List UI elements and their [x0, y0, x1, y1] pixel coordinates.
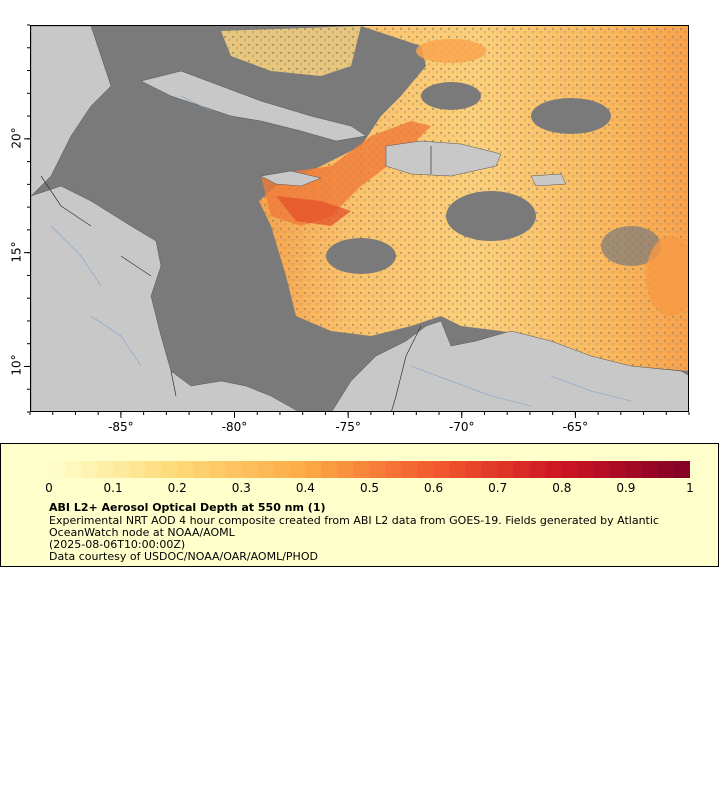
color-scale-bin	[481, 461, 499, 478]
x-tick-label: -80°	[221, 420, 248, 434]
color-scale-tick-label: 0.3	[231, 481, 251, 495]
color-scale-bin	[113, 461, 130, 478]
color-scale-tick-label: 0.7	[488, 481, 508, 495]
color-scale-bin	[673, 461, 690, 478]
color-scale-tick-label: 0.4	[295, 481, 315, 495]
color-scale-bin	[225, 461, 242, 478]
color-scale-bin	[401, 461, 419, 478]
legend-credit: Data courtesy of USDOC/NOAA/OAR/AOML/PHO…	[49, 550, 318, 563]
color-scale-tick-label: 0.8	[552, 481, 572, 495]
color-scale-tick-label: 0.5	[359, 481, 380, 495]
color-scale-bin	[353, 461, 370, 478]
legend-panel: 0 0.1 0.2 0.3 0.4 0.5 0.6 0.7 0.8 0.9 1 ABI L2+ Ae…	[0, 443, 719, 567]
x-tick-label: -70°	[448, 420, 475, 434]
color-scale-bin	[273, 461, 290, 478]
color-scale-tick-label: 0.1	[103, 481, 123, 495]
color-scale-bin	[321, 461, 338, 478]
color-scale-bin	[641, 461, 659, 478]
y-tick-label: 20°	[9, 127, 24, 149]
color-scale-bin	[369, 461, 387, 478]
color-scale-bin	[81, 461, 98, 478]
y-tick-label: 10°	[9, 354, 24, 377]
land	[31, 26, 688, 411]
aod-map	[31, 26, 688, 411]
color-scale-bin	[129, 461, 146, 478]
aod-field	[221, 26, 688, 371]
color-scale-bin	[417, 461, 435, 478]
color-scale-bin	[385, 461, 403, 478]
color-scale-tick-label: 1	[686, 481, 694, 495]
color-scale-bin	[193, 461, 210, 478]
legend-title: ABI L2+ Aerosol Optical Depth at 550 nm …	[49, 501, 326, 514]
color-scale-tick-label: 0	[45, 481, 53, 495]
color-scale-bin	[145, 461, 162, 478]
y-tick-label: 15°	[9, 241, 24, 263]
color-scale-bin	[161, 461, 178, 478]
x-tick-label: -75°	[335, 420, 361, 434]
color-scale-bin	[241, 461, 258, 478]
x-tick-label: -85°	[108, 420, 134, 434]
color-scale-bin	[305, 461, 322, 478]
color-scale-bin	[257, 461, 274, 478]
color-scale-bin	[625, 461, 643, 478]
x-tick-label: -65°	[562, 420, 589, 434]
color-scale-tick-label: 0.6	[424, 481, 444, 495]
color-scale-bar	[49, 461, 690, 478]
axis-ticks	[24, 24, 690, 418]
borders	[40, 146, 432, 411]
color-scale-bin	[545, 461, 563, 478]
legend-description: Experimental NRT AOD 4 hour composite cr…	[49, 514, 659, 539]
color-scale-bin	[289, 461, 306, 478]
color-scale-bin	[561, 461, 579, 478]
color-scale-bin	[65, 461, 82, 478]
color-scale-bin	[497, 461, 515, 478]
map-panel	[30, 25, 689, 412]
color-scale-tick-label: 0.2	[167, 481, 187, 495]
color-scale-bin	[337, 461, 354, 478]
rivers	[50, 95, 632, 407]
color-scale-bin	[593, 461, 611, 478]
color-scale-bin	[577, 461, 595, 478]
color-scale-bin	[97, 461, 114, 478]
color-scale-tick-label: 0.9	[616, 481, 636, 495]
legend-timestamp: (2025-08-06T10:00:00Z)	[49, 538, 186, 551]
color-scale-bin	[209, 461, 226, 478]
color-scale-bin	[49, 461, 66, 478]
color-scale-bin	[433, 461, 451, 478]
color-scale-bin	[465, 461, 483, 478]
color-scale-bin	[657, 461, 675, 478]
color-scale-bin	[177, 461, 194, 478]
color-scale-bin	[449, 461, 467, 478]
color-scale-bin	[513, 461, 531, 478]
color-scale-bin	[529, 461, 547, 478]
color-scale-bin	[609, 461, 627, 478]
